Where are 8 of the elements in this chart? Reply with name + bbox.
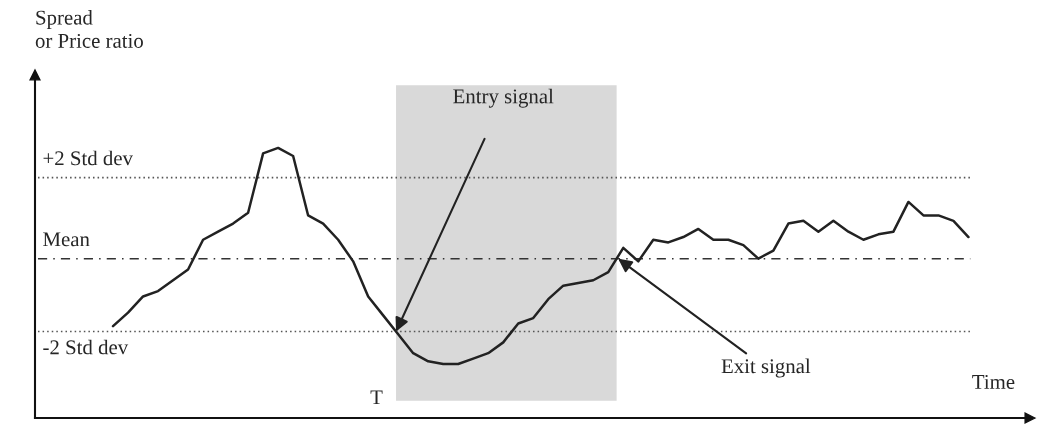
x-axis-title: Time: [972, 374, 1015, 389]
ref-line-label: -2 Std dev: [43, 339, 129, 355]
ref-line-label: Mean: [43, 232, 90, 247]
annotation: Exit signal: [721, 358, 811, 378]
ref-line-label: +2 Std dev: [43, 150, 133, 166]
text: Entry signal: [453, 88, 554, 108]
y-axis-title: Spread or Price ratio: [35, 10, 143, 48]
annotation: T: [370, 390, 383, 405]
